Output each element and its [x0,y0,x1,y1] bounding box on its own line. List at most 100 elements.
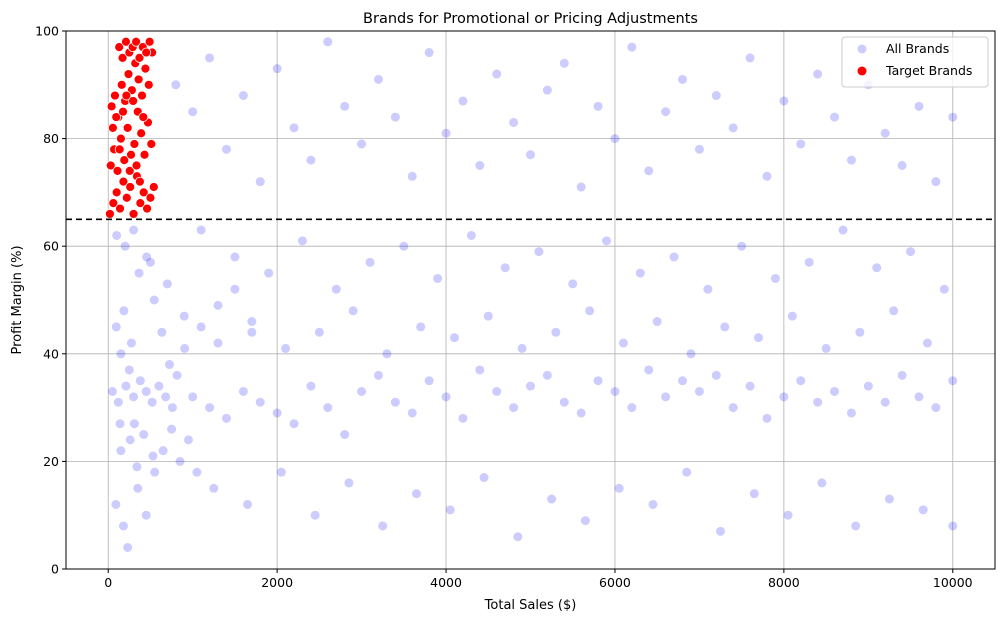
brand-point [580,516,590,526]
brand-point [162,279,172,289]
brand-point [889,306,899,316]
target-brand-point [121,36,131,47]
target-brand-point [106,101,117,112]
brand-point [906,247,916,257]
brand-point [711,91,721,101]
brand-point [314,327,324,337]
target-brand-point [131,36,141,47]
brand-point [221,144,231,154]
brand-point [441,128,451,138]
legend-box [841,36,989,88]
brand-point [407,408,417,418]
brand-point [804,257,814,267]
target-brand-point [148,182,159,192]
brand-point [340,430,350,439]
target-brand-point [125,182,136,192]
brand-point [551,327,561,337]
brand-point [213,338,223,348]
brand-point [167,424,177,434]
x-axis-label: Total Sales ($) [484,598,577,613]
brand-point [158,446,168,456]
brand-point [813,397,823,407]
brand-point [272,64,282,74]
brand-point [711,370,721,380]
brand-point [559,58,569,68]
target-brand-point [138,112,149,122]
brand-point [559,397,569,407]
brand-point [754,333,764,343]
brand-point [475,365,485,375]
brand-point [479,473,489,483]
brand-point [897,370,907,380]
brand-point [192,467,202,477]
brand-point [948,112,958,122]
brand-point [340,101,350,111]
target-brand-point [137,90,147,101]
brand-point [150,467,160,477]
brand-point [466,230,476,240]
brand-point [931,177,941,187]
brand-point [610,386,620,396]
brand-point [716,526,726,536]
brand-point [188,392,198,402]
brand-point [171,80,181,90]
brand-point [458,413,468,423]
brand-point [276,467,286,477]
brand-point [145,257,155,267]
target-brand-point [112,165,123,176]
brand-point [399,241,409,251]
brand-point [762,171,772,181]
brand-point [593,101,603,111]
brand-point [779,392,789,402]
brand-point [884,494,894,504]
brand-point [148,451,158,461]
brand-point [542,85,552,95]
target-brand-point [123,69,134,79]
brand-point [433,273,443,283]
brand-point [918,505,928,515]
y-tick-label: 40 [43,346,59,361]
brand-point [838,225,848,235]
brand-point [126,338,136,348]
brand-point [547,494,557,504]
target-brand-point [114,144,125,155]
legend-marker-target-brands [857,66,867,76]
brand-point [821,343,831,353]
target-brand-point [143,79,154,90]
brand-point [830,112,840,122]
chart-title: Brands for Promotional or Pricing Adjust… [363,11,698,27]
brand-point [682,467,692,477]
x-tick-label: 0 [104,575,112,590]
target-brand-point [142,203,152,214]
target-brand-point [145,192,156,203]
brand-point [568,279,578,289]
brand-point [180,343,190,353]
brand-point [762,413,772,423]
brand-point [627,403,637,413]
brand-point [238,386,248,396]
brand-point [247,327,257,337]
target-brand-point [134,176,145,187]
brand-point [635,268,645,278]
brand-point [576,408,586,418]
target-brand-point [124,165,135,176]
y-axis-label: Profit Margin (%) [10,245,25,354]
target-brand-point [129,139,140,149]
series-all-brands [107,37,958,552]
brand-point [749,489,759,499]
legend-label-target-brands: Target Brands [885,63,972,78]
legend: All Brands Target Brands [841,36,989,88]
brand-point [416,322,426,332]
brand-point [124,365,134,375]
target-brand-point [105,209,115,219]
brand-point [445,505,455,515]
brand-point [205,403,215,413]
brand-point [247,317,257,327]
brand-point [348,306,358,316]
target-brand-point [134,53,145,63]
brand-point [948,521,958,531]
brand-point [331,284,341,294]
brand-point [686,349,696,359]
brand-point [188,107,198,117]
target-brand-point [138,187,149,198]
